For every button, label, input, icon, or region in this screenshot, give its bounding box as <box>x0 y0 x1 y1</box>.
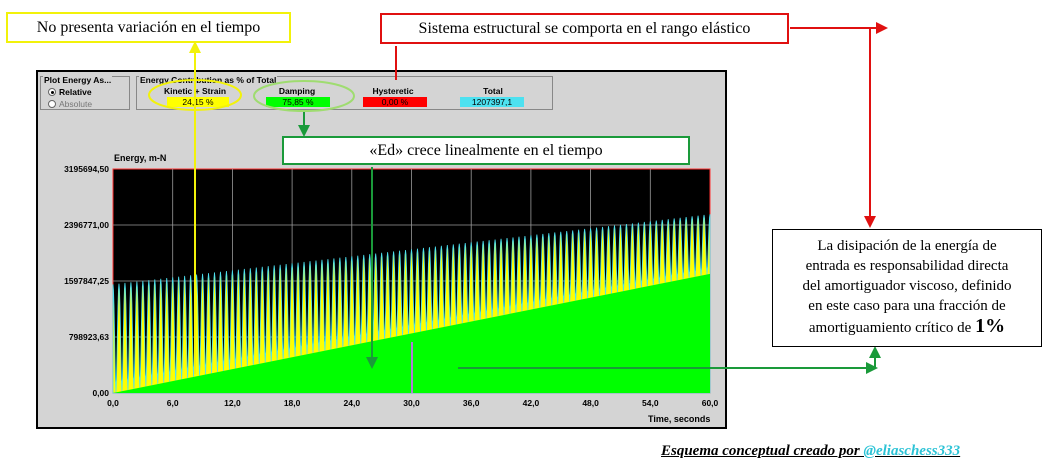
credit-text: Esquema conceptual creado por <box>661 443 864 459</box>
x-tick-label: 48,0 <box>582 398 599 408</box>
kinetic-strain-value: 24,15 % <box>167 97 229 107</box>
x-tick-label: 36,0 <box>463 398 480 408</box>
dissipation-percent: 1% <box>975 315 1006 337</box>
plot-energy-title: Plot Energy As... <box>43 75 113 85</box>
hysteretic-label: Hysteretic <box>372 86 414 96</box>
callout-elastic-range: Sistema estructural se comporta en el ra… <box>380 13 789 44</box>
radio-relative-label: Relative <box>59 87 92 97</box>
dissipation-line-3: del amortiguador viscoso, definido <box>802 278 1012 294</box>
total-value: 1207397,1 <box>460 97 524 107</box>
dissipation-line-5-text: amortiguamiento crítico de <box>808 320 976 336</box>
x-tick-label: 6,0 <box>167 398 179 408</box>
dissipation-line-2: entrada es responsabilidad directa <box>805 258 1009 274</box>
damping-label: Damping <box>278 86 316 96</box>
damping-value: 75,85 % <box>266 97 330 107</box>
plot-energy-group: Plot Energy As... Relative Absolute <box>40 75 130 110</box>
y-axis-label: Energy, m-N <box>114 153 166 163</box>
x-tick-label: 60,0 <box>702 398 719 408</box>
callout-ed-linear: «Ed» crece linealmente en el tiempo <box>282 136 690 165</box>
total-label: Total <box>483 86 503 96</box>
radio-absolute-label: Absolute <box>59 99 93 109</box>
y-tick-label: 0,00 <box>92 388 109 398</box>
x-axis-label: Time, seconds <box>648 414 710 424</box>
damping-highlight-ellipse <box>253 80 355 112</box>
y-tick-label: 2396771,00 <box>64 220 109 230</box>
hysteretic-value: 0,00 % <box>363 97 427 107</box>
x-tick-label: 0,0 <box>107 398 119 408</box>
y-tick-label: 3195694,50 <box>64 164 109 174</box>
radio-relative[interactable]: Relative <box>48 87 92 97</box>
red-arrow-to-box <box>790 27 876 228</box>
radio-relative-dot[interactable] <box>48 88 56 96</box>
credit-line: Esquema conceptual creado por @eliasches… <box>661 443 960 460</box>
callout-no-time-variation: No presenta variación en el tiempo <box>6 12 291 43</box>
damping-area <box>113 273 710 393</box>
callout-dissipation: La disipación de la energía de entrada e… <box>772 229 1042 347</box>
x-tick-label: 42,0 <box>523 398 540 408</box>
x-tick-label: 54,0 <box>642 398 659 408</box>
radio-absolute[interactable]: Absolute <box>48 99 92 109</box>
x-tick-label: 12,0 <box>224 398 241 408</box>
x-tick-label: 18,0 <box>284 398 301 408</box>
x-tick-label: 24,0 <box>344 398 361 408</box>
x-tick-label: 30,0 <box>403 398 420 408</box>
axis-ticks: 0,0 6,0 12,0 18,0 24,0 30,0 36,0 42,0 48,0 54,0 60… <box>64 164 718 408</box>
dissipation-line-1: La disipación de la energía de <box>817 238 997 254</box>
y-tick-label: 798923,63 <box>69 332 109 342</box>
radio-absolute-dot[interactable] <box>48 100 56 108</box>
y-tick-label: 1597847,25 <box>64 276 109 286</box>
credit-handle[interactable]: @eliaschess333 <box>863 443 961 459</box>
dissipation-line-4: en este caso para una fracción de <box>808 298 1006 314</box>
dissipation-line-5: amortiguamiento crítico de 1% <box>773 316 1041 338</box>
